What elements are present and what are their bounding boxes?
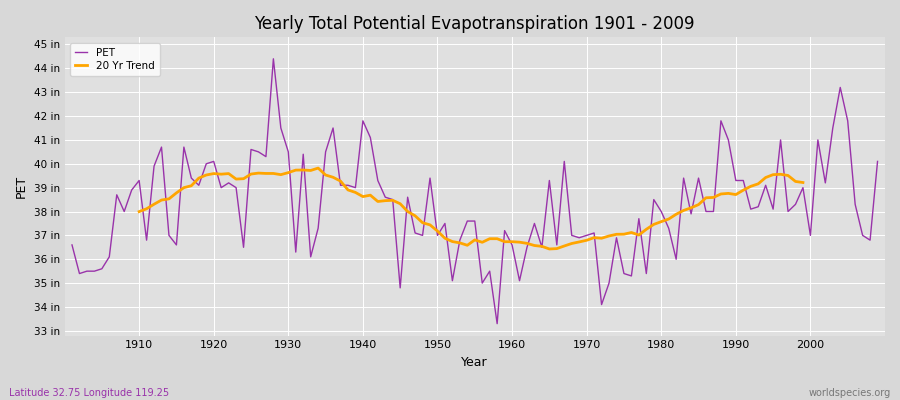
- PET: [126, 188, 137, 192]
- PET: [343, 183, 354, 188]
- 20 Yr Trend: [783, 173, 794, 178]
- 20 Yr Trend: [134, 209, 145, 214]
- Legend: PET, 20 Yr Trend: PET, 20 Yr Trend: [70, 42, 160, 76]
- PET: [611, 235, 622, 240]
- Line: PET: PET: [72, 59, 878, 324]
- 20 Yr Trend: [716, 192, 726, 196]
- X-axis label: Year: Year: [462, 356, 488, 369]
- Y-axis label: PET: PET: [15, 175, 28, 198]
- PET: [268, 56, 279, 61]
- 20 Yr Trend: [312, 166, 323, 170]
- PET: [522, 245, 533, 250]
- Line: 20 Yr Trend: 20 Yr Trend: [140, 168, 803, 249]
- PET: [67, 242, 77, 247]
- 20 Yr Trend: [797, 180, 808, 185]
- PET: [491, 321, 502, 326]
- Text: worldspecies.org: worldspecies.org: [809, 388, 891, 398]
- PET: [298, 152, 309, 157]
- 20 Yr Trend: [700, 195, 711, 200]
- PET: [514, 278, 525, 283]
- PET: [872, 159, 883, 164]
- 20 Yr Trend: [611, 232, 622, 237]
- 20 Yr Trend: [223, 171, 234, 176]
- Title: Yearly Total Potential Evapotranspiration 1901 - 2009: Yearly Total Potential Evapotranspiratio…: [255, 15, 695, 33]
- 20 Yr Trend: [343, 188, 354, 192]
- Text: Latitude 32.75 Longitude 119.25: Latitude 32.75 Longitude 119.25: [9, 388, 169, 398]
- 20 Yr Trend: [544, 246, 554, 251]
